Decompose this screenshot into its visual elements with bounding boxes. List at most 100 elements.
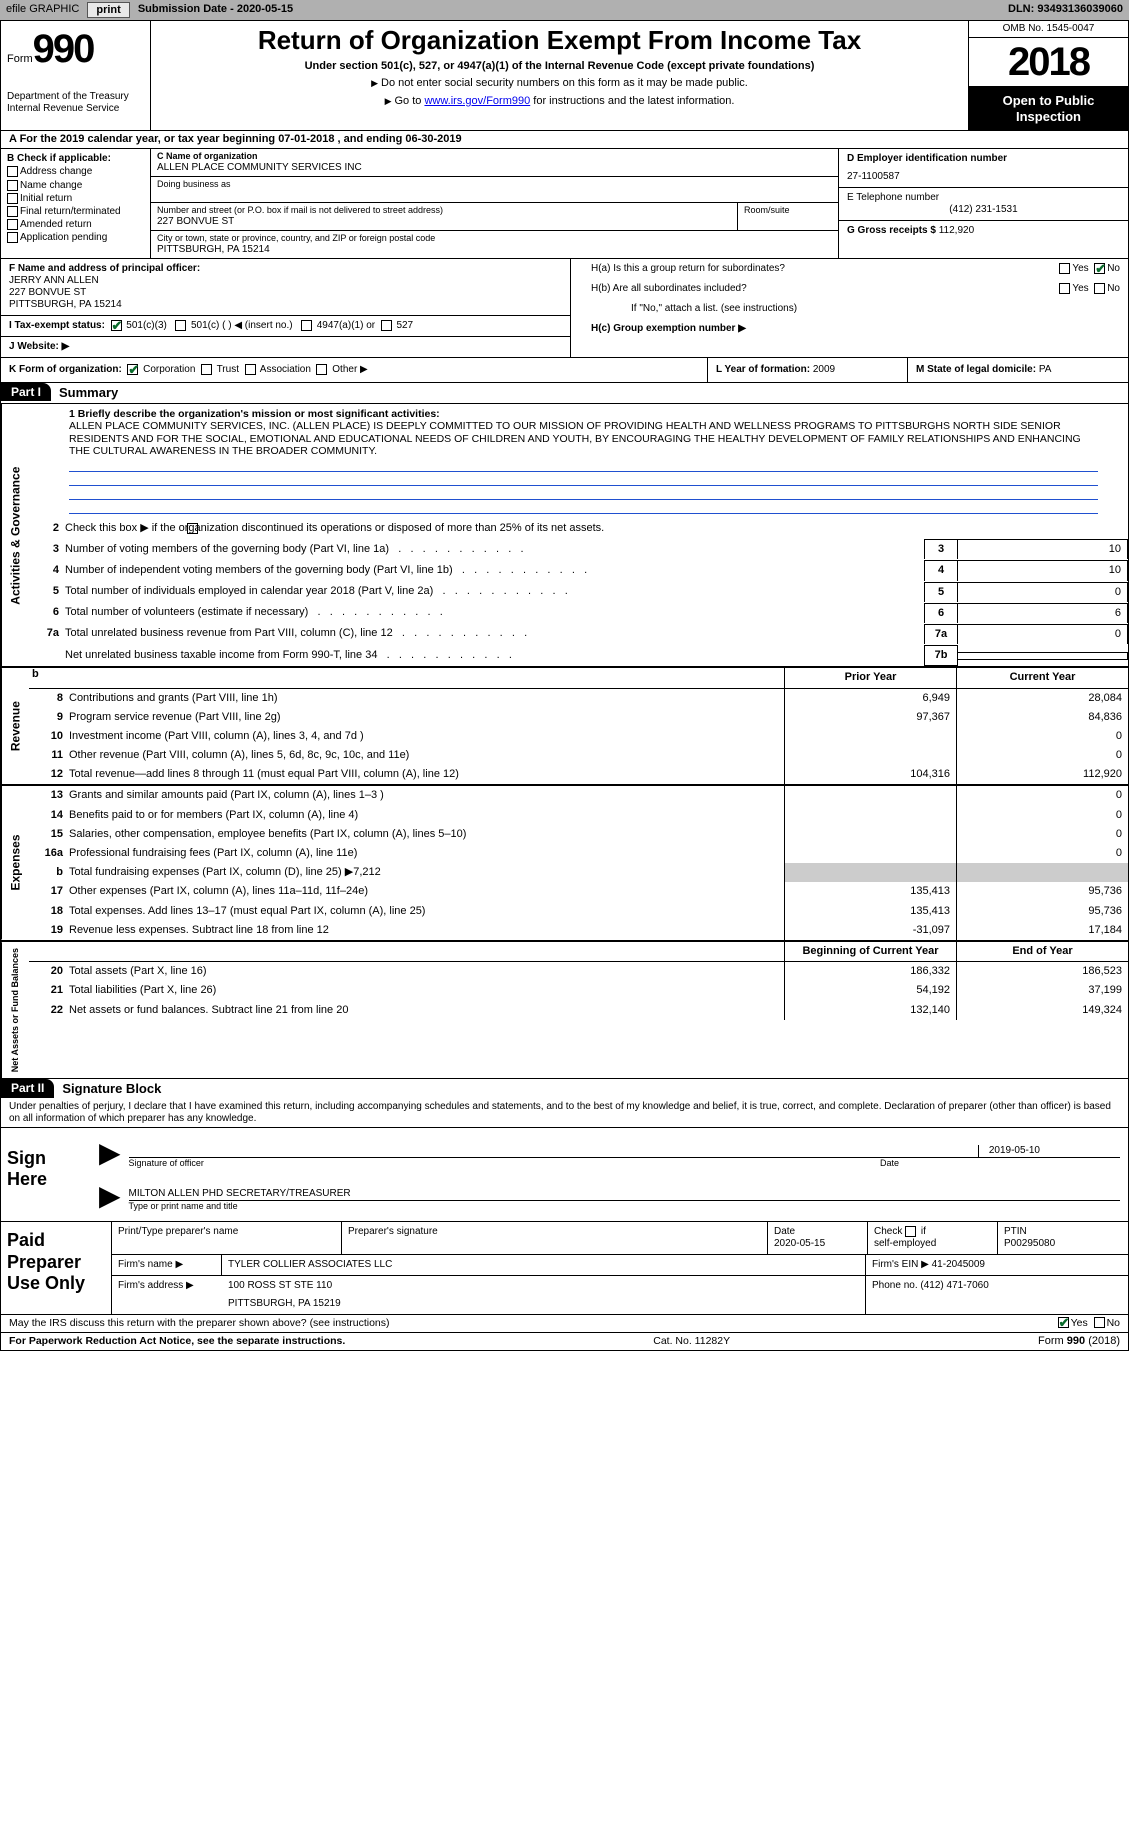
open-public-1: Open to Public — [1003, 93, 1095, 108]
part2-header: Part II — [1, 1079, 54, 1097]
self-emp-label: Check — [874, 1226, 902, 1237]
line10-current: 0 — [956, 727, 1128, 746]
ptin-label: PTIN — [1004, 1226, 1027, 1237]
col-c-org-info: C Name of organization ALLEN PLACE COMMU… — [151, 149, 838, 257]
goto-prefix: Go to — [394, 95, 424, 107]
firm-phone-label: Phone no. — [872, 1280, 918, 1291]
firm-name: TYLER COLLIER ASSOCIATES LLC — [222, 1255, 866, 1275]
type-name-label: Type or print name and title — [129, 1201, 1120, 1212]
line7b-value — [958, 652, 1128, 660]
firm-ein-label: Firm's EIN ▶ — [872, 1259, 929, 1270]
phone-value: (412) 231-1531 — [847, 204, 1120, 216]
4947-label: 4947(a)(1) or — [317, 320, 375, 331]
officer-addr2: PITTSBURGH, PA 15214 — [9, 299, 562, 311]
dba-label: Doing business as — [157, 179, 832, 190]
sign-date: 2019-05-10 — [978, 1145, 1120, 1157]
preparer-sig-label: Preparer's signature — [342, 1222, 768, 1254]
self-employed-checkbox[interactable] — [905, 1226, 916, 1237]
line1-label: 1 Briefly describe the organization's mi… — [69, 408, 1098, 421]
501c3-checkbox[interactable] — [111, 320, 122, 331]
efile-label: efile GRAPHIC — [6, 3, 79, 16]
hb-yes: Yes — [1072, 283, 1088, 294]
address-change-checkbox[interactable] — [7, 166, 18, 177]
open-public-2: Inspection — [1016, 109, 1081, 124]
form-title: Return of Organization Exempt From Incom… — [161, 25, 958, 56]
sig-officer-label: Signature of officer — [129, 1158, 880, 1169]
line20-prior: 186,332 — [784, 962, 956, 981]
form-label: Form — [7, 53, 33, 65]
line6-value: 6 — [958, 603, 1128, 623]
instructions-link[interactable]: www.irs.gov/Form990 — [424, 95, 530, 107]
501c-checkbox[interactable] — [175, 320, 186, 331]
line9-prior: 97,367 — [784, 708, 956, 727]
line21-prior: 54,192 — [784, 981, 956, 1000]
line5-label: Total number of individuals employed in … — [65, 582, 924, 601]
hb-no-checkbox[interactable] — [1094, 283, 1105, 294]
line7a-value: 0 — [958, 624, 1128, 644]
discuss-no-checkbox[interactable] — [1094, 1317, 1105, 1328]
app-pending-checkbox[interactable] — [7, 232, 18, 243]
paid-preparer-label: Paid Preparer Use Only — [1, 1222, 111, 1314]
firm-name-label: Firm's name ▶ — [112, 1255, 222, 1275]
hb-yes-checkbox[interactable] — [1059, 283, 1070, 294]
part1-header: Part I — [1, 383, 51, 401]
line19-current: 17,184 — [956, 921, 1128, 940]
other-label: Other ▶ — [332, 364, 367, 375]
527-checkbox[interactable] — [381, 320, 392, 331]
amended-return-checkbox[interactable] — [7, 219, 18, 230]
officer-name: JERRY ANN ALLEN — [9, 275, 562, 287]
line9-current: 84,836 — [956, 708, 1128, 727]
dept-treasury: Department of the Treasury — [7, 91, 144, 103]
line22-prior: 132,140 — [784, 1001, 956, 1020]
ha-yes-checkbox[interactable] — [1059, 263, 1070, 274]
line12-prior: 104,316 — [784, 765, 956, 784]
line17-label: Other expenses (Part IX, column (A), lin… — [69, 882, 784, 901]
initial-return-checkbox[interactable] — [7, 193, 18, 204]
gross-receipts-label: G Gross receipts $ — [847, 225, 936, 236]
line2-checkbox[interactable] — [187, 523, 198, 534]
line21-current: 37,199 — [956, 981, 1128, 1000]
street-address: 227 BONVUE ST — [157, 216, 731, 228]
eoy-hdr: End of Year — [956, 942, 1128, 962]
line11-label: Other revenue (Part VIII, column (A), li… — [69, 746, 784, 765]
4947-checkbox[interactable] — [301, 320, 312, 331]
street-label: Number and street (or P.O. box if mail i… — [157, 205, 731, 216]
ptin-value: P00295080 — [1004, 1238, 1055, 1249]
officer-label: F Name and address of principal officer: — [9, 263, 562, 275]
line22-label: Net assets or fund balances. Subtract li… — [69, 1001, 784, 1020]
ha-no-checkbox[interactable] — [1094, 263, 1105, 274]
line14-current: 0 — [956, 806, 1128, 825]
corp-label: Corporation — [143, 364, 195, 375]
blue-rule-4 — [69, 500, 1098, 514]
line8-prior: 6,949 — [784, 689, 956, 708]
line2-label: Check this box ▶ if the organization dis… — [65, 522, 604, 534]
hb-no: No — [1107, 283, 1120, 294]
form-title-block: Return of Organization Exempt From Incom… — [151, 21, 968, 130]
assoc-checkbox[interactable] — [245, 364, 256, 375]
tax-year: 2018 — [969, 38, 1128, 87]
sign-arrow-icon-2: ▶ — [99, 1179, 129, 1213]
submission-date: Submission Date - 2020-05-15 — [138, 3, 293, 16]
vlabel-activities: Activities & Governance — [1, 404, 29, 667]
other-checkbox[interactable] — [316, 364, 327, 375]
line16b-label: Total fundraising expenses (Part IX, col… — [69, 863, 784, 882]
preparer-name-label: Print/Type preparer's name — [112, 1222, 342, 1254]
line21-label: Total liabilities (Part X, line 26) — [69, 981, 784, 1000]
final-return-checkbox[interactable] — [7, 206, 18, 217]
year-formation: 2009 — [813, 364, 835, 375]
footer-form: Form 990 (2018) — [1038, 1335, 1120, 1347]
form-id-block: Form990 Department of the Treasury Inter… — [1, 21, 151, 130]
line11-prior — [784, 746, 956, 765]
trust-checkbox[interactable] — [201, 364, 212, 375]
phone-label: E Telephone number — [847, 192, 1120, 204]
discuss-yes-checkbox[interactable] — [1058, 1317, 1069, 1328]
print-button[interactable]: print — [87, 2, 129, 18]
name-change-checkbox[interactable] — [7, 180, 18, 191]
org-name: ALLEN PLACE COMMUNITY SERVICES INC — [157, 162, 832, 174]
omb-number: OMB No. 1545-0047 — [969, 21, 1128, 38]
ha-no: No — [1107, 263, 1120, 274]
line4-value: 10 — [958, 560, 1128, 580]
firm-addr-label: Firm's address ▶ — [112, 1276, 222, 1314]
line18-current: 95,736 — [956, 902, 1128, 921]
corp-checkbox[interactable] — [127, 364, 138, 375]
